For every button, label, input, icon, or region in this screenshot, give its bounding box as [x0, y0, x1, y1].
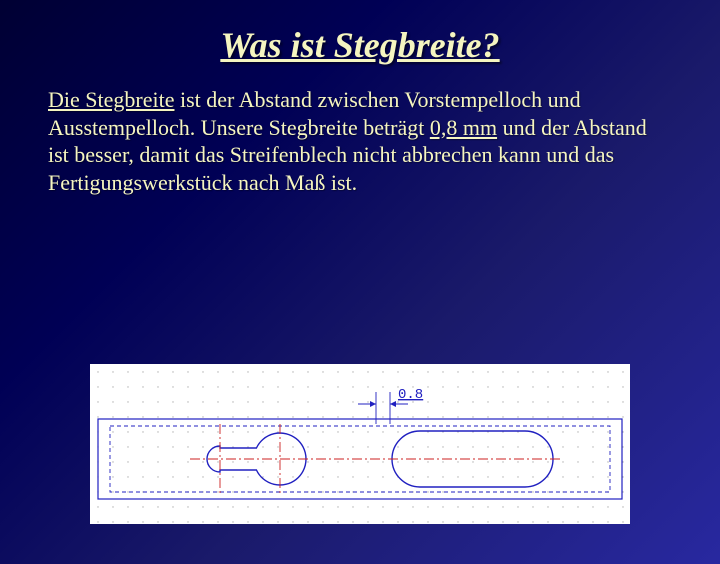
body-paragraph: Die Stegbreite ist der Abstand zwischen … — [48, 86, 672, 196]
technical-diagram: 0.8 — [90, 364, 630, 524]
page-title: Was ist Stegbreite? — [0, 24, 720, 66]
term-stegbreite: Die Stegbreite — [48, 87, 174, 112]
svg-text:0.8: 0.8 — [398, 387, 423, 403]
value-0-8mm: 0,8 mm — [430, 115, 497, 140]
